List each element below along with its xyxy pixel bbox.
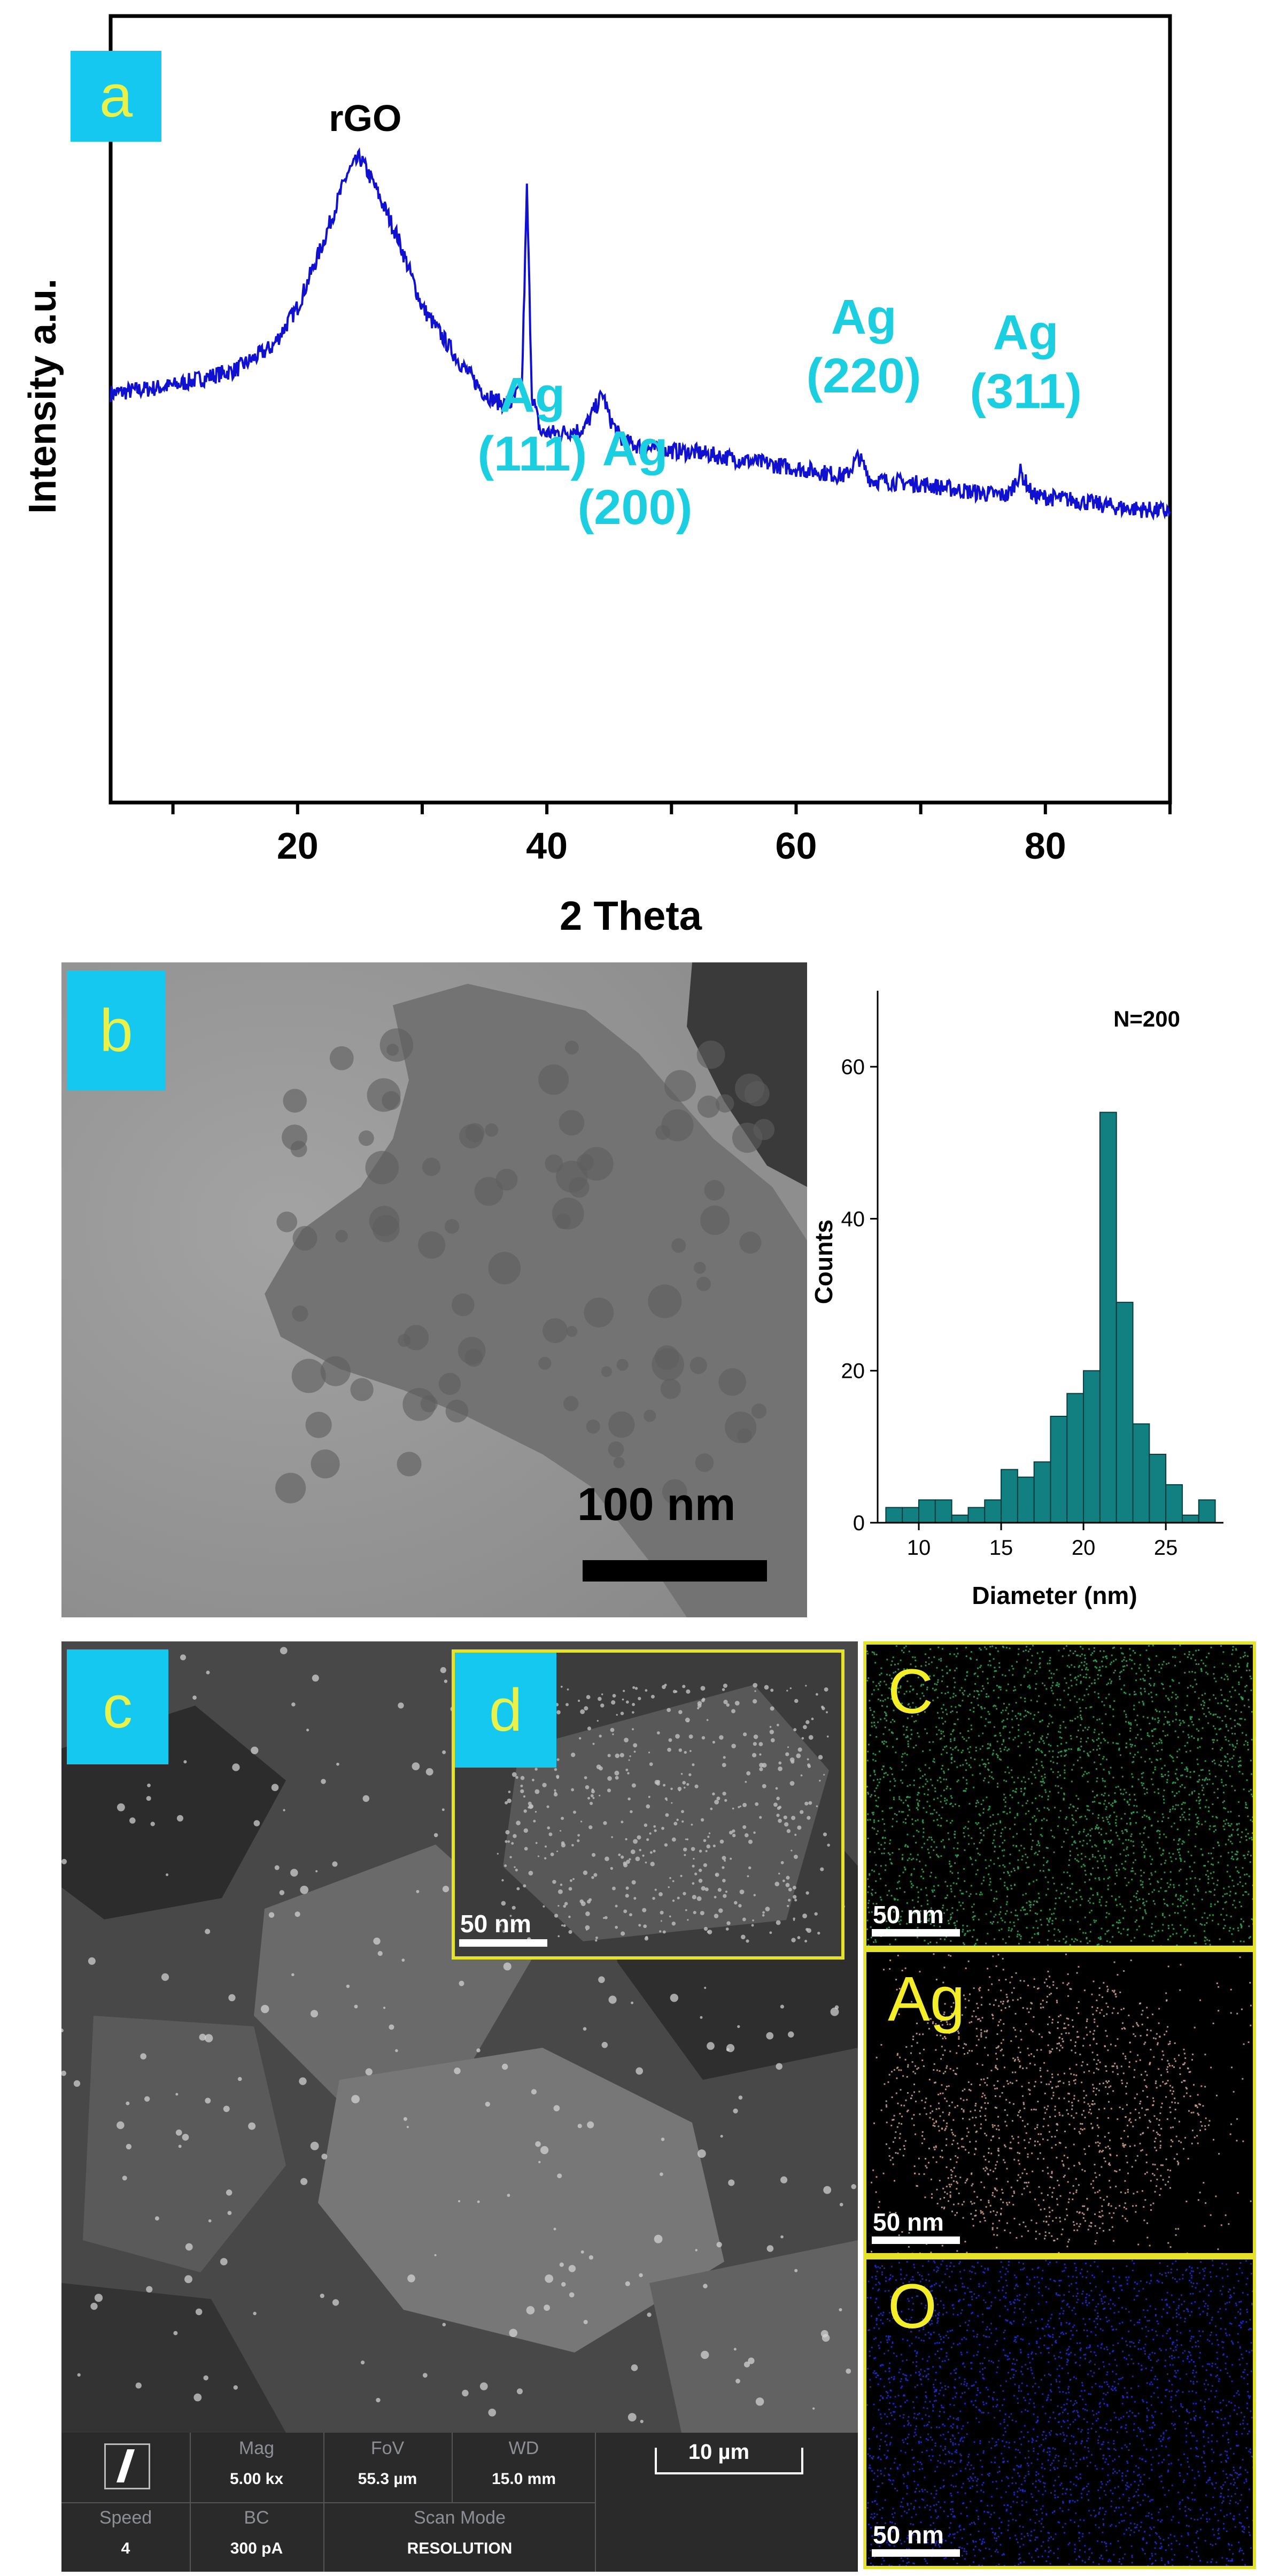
- xrd-annotation-plane: (311): [970, 364, 1082, 419]
- map-scale-bar-c: [872, 1929, 960, 1937]
- inset-texture: [497, 1683, 830, 1943]
- histogram-bar: [1198, 1499, 1216, 1523]
- histogram-bar: [1050, 1416, 1068, 1523]
- xrd-x-tick-label: 60: [776, 825, 817, 867]
- histogram-bar: [1066, 1393, 1084, 1523]
- panel-label-b: b: [67, 970, 166, 1091]
- sem-speed-value: 4: [121, 2540, 130, 2557]
- xrd-plot-frame: [109, 14, 1172, 805]
- sem-mag-value: 5.00 kx: [229, 2470, 284, 2488]
- xrd-annotation-rgo: rGO: [329, 97, 401, 139]
- eds-map-c: C 50 nm: [863, 1641, 1256, 1949]
- map-element-label-o: O: [888, 2271, 937, 2342]
- histogram-bar: [1033, 1461, 1051, 1523]
- histogram-x-tick-label: 25: [1154, 1536, 1178, 1560]
- histogram-x-tick-label: 20: [1072, 1536, 1096, 1560]
- tem-texture: [61, 962, 807, 1617]
- map-dots-c: [866, 1645, 1253, 1946]
- sem-scale-label: 10 µm: [688, 2440, 750, 2464]
- histogram-x-tick-label: 10: [907, 1536, 931, 1560]
- sem-logo-icon: [104, 2443, 150, 2489]
- histogram-bar: [967, 1507, 986, 1523]
- histogram-n-label: N=200: [1113, 1006, 1180, 1031]
- histogram-y-tick-label: 60: [841, 1055, 865, 1079]
- sem-mag-label: Mag: [238, 2438, 275, 2458]
- tem-scale-label: 100 nm: [577, 1479, 736, 1530]
- histogram-bar: [918, 1499, 936, 1523]
- map-scale-label-c: 50 nm: [873, 1901, 944, 1929]
- panel-label-c: c: [67, 1649, 168, 1764]
- panel-label-a: a: [71, 51, 161, 142]
- map-element-label-c: C: [888, 1656, 934, 1727]
- sem-bc-label: BC: [244, 2508, 269, 2528]
- size-histogram: 0 20 40 60 10 15 20 25 N=200 Diameter (nm) Coun…: [810, 991, 1223, 1609]
- histogram-bar: [1099, 1112, 1117, 1523]
- xrd-annotation-plane: (111): [477, 427, 587, 481]
- histogram-bar: [1165, 1484, 1183, 1524]
- sem-info-bar: Mag 5.00 kx FoV 55.3 µm WD 15.0 mm 10 µm…: [61, 2433, 858, 2572]
- xrd-annotation-ag: Ag: [602, 421, 668, 476]
- xrd-annotation-ag: Ag: [831, 290, 897, 344]
- histogram-y-title: Counts: [810, 1220, 838, 1304]
- tem-image: b 100 nm: [61, 962, 807, 1617]
- sem-inset: d 50 nm: [452, 1649, 844, 1960]
- map-scale-label-ag: 50 nm: [873, 2208, 944, 2236]
- sem-scanmode-value: RESOLUTION: [407, 2540, 513, 2557]
- xrd-annotation-plane: (200): [578, 480, 693, 535]
- histogram-bar: [1017, 1476, 1035, 1524]
- xrd-annotation-ag: Ag: [499, 368, 565, 422]
- histogram-y-tick-label: 20: [841, 1360, 865, 1383]
- xrd-x-axis-title: 2 Theta: [559, 893, 702, 939]
- panel-label-d: d: [455, 1653, 556, 1768]
- histogram-x-tick-label: 15: [989, 1536, 1013, 1560]
- sem-wd-value: 15.0 mm: [491, 2470, 556, 2488]
- map-element-label-ag: Ag: [888, 1964, 965, 2034]
- xrd-annotation-ag: Ag: [993, 305, 1059, 360]
- histogram-bar: [902, 1507, 920, 1523]
- histogram-y-tick-label: 40: [841, 1207, 865, 1231]
- sem-scale-bar: [655, 2448, 803, 2474]
- sem-fov-label: FoV: [370, 2438, 405, 2458]
- sem-scanmode-label: Scan Mode: [414, 2508, 506, 2528]
- histogram-bar: [1001, 1469, 1018, 1523]
- tem-particle-flake: [265, 984, 807, 1617]
- sem-speed-label: Speed: [99, 2508, 152, 2528]
- xrd-panel: 20 40 60 80 rGO Ag (111) Ag (200) Ag (220) Ag (311)…: [0, 0, 1263, 952]
- histogram-bar: [1115, 1301, 1134, 1523]
- histogram-bar: [1132, 1423, 1150, 1524]
- xrd-y-axis-title: Intensity a.u.: [21, 278, 64, 514]
- map-dots-ag: [871, 1953, 1252, 2253]
- histogram-bar: [1083, 1370, 1101, 1523]
- inset-scale-label: 50 nm: [460, 1910, 531, 1938]
- sem-fov-value: 55.3 µm: [358, 2470, 417, 2488]
- histogram-bar: [984, 1499, 1002, 1523]
- histogram-bar: [1181, 1514, 1199, 1524]
- xrd-x-tick-label: 80: [1025, 825, 1066, 867]
- map-scale-label-o: 50 nm: [873, 2521, 944, 2549]
- xrd-x-tick-label: 20: [277, 825, 319, 867]
- sem-bc-value: 300 pA: [230, 2540, 283, 2557]
- histogram-y-tick-label: 0: [853, 1511, 865, 1535]
- xrd-series-line: [110, 147, 1171, 521]
- xrd-x-tick-label: 40: [526, 825, 568, 867]
- histogram-bar: [934, 1499, 952, 1523]
- inset-scale-bar: [459, 1939, 547, 1947]
- map-dots-o: [866, 2259, 1253, 2566]
- histogram-bar: [885, 1507, 903, 1523]
- eds-map-o: O 50 nm: [863, 2256, 1256, 2569]
- map-scale-bar-o: [872, 2549, 960, 2557]
- histogram-bar: [1149, 1454, 1167, 1523]
- histogram-bar: [951, 1514, 969, 1524]
- xrd-annotation-plane: (220): [807, 349, 921, 403]
- map-scale-bar-ag: [872, 2236, 960, 2244]
- histogram-x-title: Diameter (nm): [972, 1582, 1137, 1609]
- eds-map-ag: Ag 50 nm: [863, 1949, 1256, 2256]
- sem-wd-label: WD: [508, 2438, 539, 2458]
- tem-scale-bar: [583, 1560, 767, 1582]
